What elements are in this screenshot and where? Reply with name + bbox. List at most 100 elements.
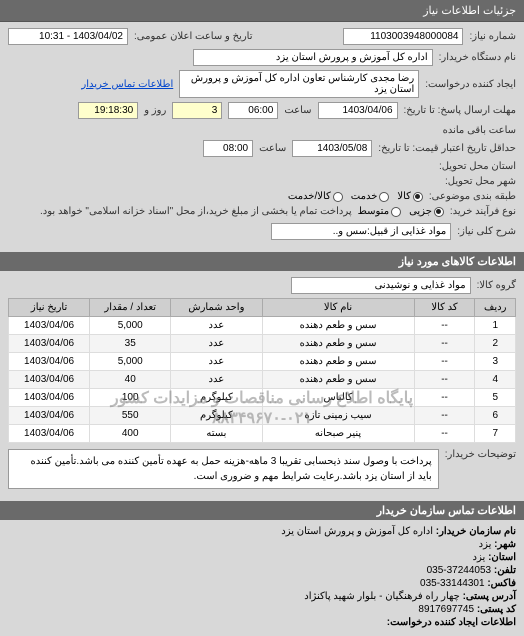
city-value: یزد [479,539,492,550]
col-unit: واحد شمارش [171,299,262,317]
fax-value: 33144301-035 [420,578,485,589]
table-cell: سس و طعم دهنده [262,335,414,353]
radio-dot-icon [333,192,343,202]
goods-table: ردیف کد کالا نام کالا واحد شمارش تعداد /… [8,298,516,443]
table-cell: 1403/04/06 [9,335,90,353]
requester-label: ایجاد کننده درخواست: [425,79,516,90]
table-cell: بسته [171,425,262,443]
province-value: یزد [473,552,486,563]
col-date: تاریخ نیاز [9,299,90,317]
table-row: 3--سس و طعم دهندهعدد5,0001403/04/06 [9,353,516,371]
col-name: نام کالا [262,299,414,317]
announce-label: تاریخ و ساعت اعلان عمومی: [134,31,253,42]
table-cell: پنیر صبحانه [262,425,414,443]
cat-goods-radio[interactable]: کالا [397,191,423,202]
table-cell: -- [414,407,475,425]
table-cell: -- [414,371,475,389]
table-row: 5--کالباسکیلوگرم1001403/04/06 [9,389,516,407]
buy-partial-radio[interactable]: جزیی [409,206,444,217]
table-row: 6--سیب زمینی تازهکیلوگرم5501403/04/06 [9,407,516,425]
deadline-send-label: مهلت ارسال پاسخ: تا تاریخ: [404,105,516,116]
explain-box: پرداخت با وصول سند ذیحسابی تقریبا 3 ماهه… [8,449,439,489]
table-cell: 40 [90,371,171,389]
req-contact-title: اطلاعات ایجاد کننده درخواست: [387,617,516,628]
city-label: شهر: [494,539,516,550]
table-cell: 4 [475,371,516,389]
footer-section: نام سازمان خریدار: اداره کل آموزش و پرور… [0,520,524,636]
contact-link[interactable]: اطلاعات تماس خریدار [81,79,173,90]
goods-group-field: مواد غذایی و نوشیدنی [291,277,471,294]
table-cell: 6 [475,407,516,425]
phone-label: تلفن: [494,565,516,576]
table-cell: -- [414,425,475,443]
radio-dot-icon [391,207,401,217]
table-cell: عدد [171,353,262,371]
category-radio-group: کالا خدمت کالا/خدمت [288,191,423,202]
buy-partial-label: جزیی [409,206,432,217]
goods-section-title: اطلاعات کالاهای مورد نیاز [0,252,524,271]
buyer-field: اداره کل آموزش و پرورش استان یزد [193,49,433,66]
table-cell: 1403/04/06 [9,317,90,335]
col-code: کد کالا [414,299,475,317]
table-cell: -- [414,317,475,335]
explain-label: توضیحات خریدار: [445,449,516,460]
category-label: طبقه بندی موضوعی: [429,191,516,202]
need-no-label: شماره نیاز: [469,31,516,42]
form-section: شماره نیاز: 1103003948000084 تاریخ و ساع… [0,22,524,250]
deadline-send-time: 06:00 [228,102,278,119]
table-cell: سس و طعم دهنده [262,353,414,371]
table-cell: 1403/04/06 [9,425,90,443]
goods-table-wrap: ردیف کد کالا نام کالا واحد شمارش تعداد /… [8,298,516,443]
buy-medium-label: متوسط [358,206,389,217]
cat-goods-service-radio[interactable]: کالا/خدمت [288,191,343,202]
validity-date: 1403/05/08 [292,140,372,157]
goods-section: گروه کالا: مواد غذایی و نوشیدنی ردیف کد … [0,271,524,499]
radio-dot-icon [413,192,423,202]
announce-field: 1403/04/02 - 10:31 [8,28,128,45]
remaining-suffix: ساعت باقی مانده [443,125,516,136]
validity-label: حداقل تاریخ اعتبار قیمت: تا تاریخ: [378,143,516,154]
table-cell: -- [414,389,475,407]
table-cell: 1403/04/06 [9,353,90,371]
cat-service-radio[interactable]: خدمت [351,191,390,202]
table-cell: عدد [171,371,262,389]
post-label: کد پستی: [477,604,516,615]
table-cell: 3 [475,353,516,371]
remaining-time: 19:18:30 [78,102,138,119]
remaining-days: 3 [172,102,222,119]
buy-type-radio-group: جزیی متوسط [358,206,444,217]
col-row: ردیف [475,299,516,317]
table-header-row: ردیف کد کالا نام کالا واحد شمارش تعداد /… [9,299,516,317]
goods-group-label: گروه کالا: [477,280,516,291]
buy-note: پرداخت تمام یا بخشی از مبلغ خرید،از محل … [40,206,352,217]
phone-value: 37244053-035 [427,565,492,576]
table-cell: -- [414,353,475,371]
table-row: 4--سس و طعم دهندهعدد401403/04/06 [9,371,516,389]
panel-header-title: جزئیات اطلاعات نیاز [423,5,516,17]
col-qty: تعداد / مقدار [90,299,171,317]
table-cell: 5,000 [90,317,171,335]
org-value: اداره کل آموزش و پرورش استان یزد [281,526,433,537]
table-cell: 2 [475,335,516,353]
table-cell: 400 [90,425,171,443]
need-desc-label: شرح کلی نیاز: [457,226,516,237]
table-cell: 7 [475,425,516,443]
org-label: نام سازمان خریدار: [436,526,516,537]
requester-field: رضا مجدی کارشناس تعاون اداره کل آموزش و … [179,70,419,98]
buy-medium-radio[interactable]: متوسط [358,206,401,217]
table-cell: عدد [171,335,262,353]
table-cell: 5 [475,389,516,407]
table-row: 2--سس و طعم دهندهعدد351403/04/06 [9,335,516,353]
table-cell: 1403/04/06 [9,371,90,389]
radio-dot-icon [434,207,444,217]
addr-label: آدرس پستی: [463,591,516,602]
table-cell: 550 [90,407,171,425]
table-cell: -- [414,335,475,353]
table-cell: کالباس [262,389,414,407]
delivery-city-label: شهر محل تحویل: [445,176,516,187]
fax-label: فاكس: [487,578,516,589]
province-label: استان: [488,552,516,563]
need-desc-field: مواد غذایی از قبیل:سس و.. [271,223,451,240]
cat-goods-service-label: کالا/خدمت [288,191,331,202]
table-cell: 1403/04/06 [9,407,90,425]
